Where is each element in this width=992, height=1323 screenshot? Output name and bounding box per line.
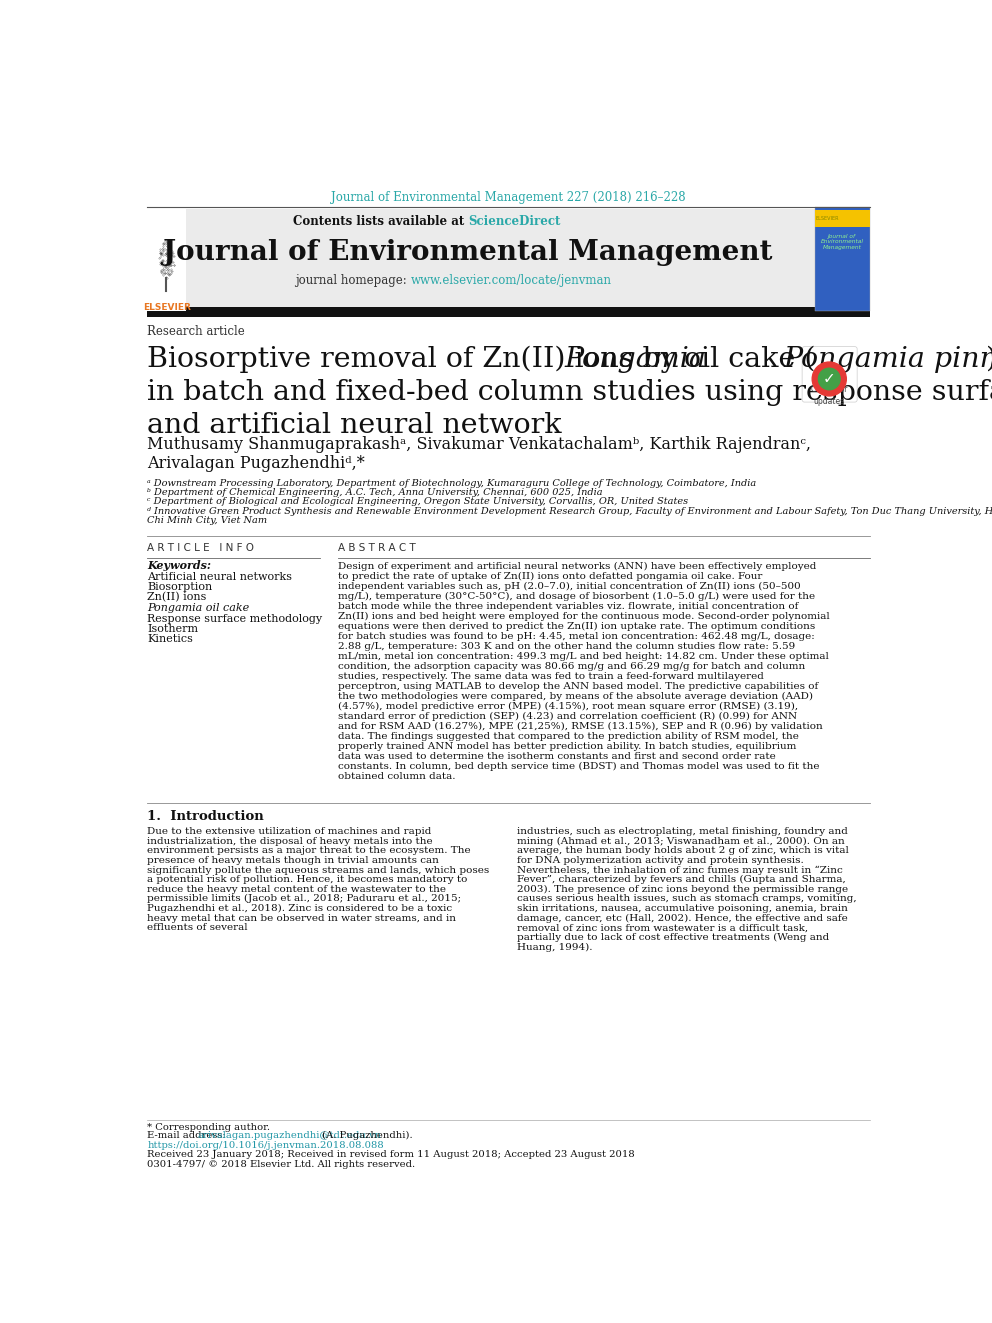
Text: the two methodologies were compared, by means of the absolute average deviation : the two methodologies were compared, by … xyxy=(338,692,812,701)
Text: Due to the extensive utilization of machines and rapid: Due to the extensive utilization of mach… xyxy=(147,827,432,836)
Text: heavy metal that can be observed in water streams, and in: heavy metal that can be observed in wate… xyxy=(147,914,456,922)
Text: ᶜ Department of Biological and Ecological Engineering, Oregon State University, : ᶜ Department of Biological and Ecologica… xyxy=(147,497,688,507)
Text: removal of zinc ions from wastewater is a difficult task,: removal of zinc ions from wastewater is … xyxy=(517,923,808,933)
Text: Huang, 1994).: Huang, 1994). xyxy=(517,942,592,951)
Text: effluents of several: effluents of several xyxy=(147,923,248,933)
Text: damage, cancer, etc (Hall, 2002). Hence, the effective and safe: damage, cancer, etc (Hall, 2002). Hence,… xyxy=(517,914,848,922)
Text: ): ) xyxy=(985,345,992,373)
Text: Received 23 January 2018; Received in revised form 11 August 2018; Accepted 23 A: Received 23 January 2018; Received in re… xyxy=(147,1151,635,1159)
Bar xyxy=(147,307,870,316)
Text: Zn(II) ions: Zn(II) ions xyxy=(147,593,206,603)
Text: 2003). The presence of zinc ions beyond the permissible range: 2003). The presence of zinc ions beyond … xyxy=(517,885,848,894)
Text: to predict the rate of uptake of Zn(II) ions onto defatted pongamia oil cake. Fo: to predict the rate of uptake of Zn(II) … xyxy=(338,572,762,581)
Text: Design of experiment and artificial neural networks (ANN) have been effectively : Design of experiment and artificial neur… xyxy=(338,562,816,572)
Text: environment persists as a major threat to the ecosystem. The: environment persists as a major threat t… xyxy=(147,847,471,855)
Text: average, the human body holds about 2 g of zinc, which is vital: average, the human body holds about 2 g … xyxy=(517,847,849,855)
Text: Artificial neural networks: Artificial neural networks xyxy=(147,572,293,582)
Text: permissible limits (Jacob et al., 2018; Paduraru et al., 2015;: permissible limits (Jacob et al., 2018; … xyxy=(147,894,461,904)
Text: for DNA polymerization activity and protein synthesis.: for DNA polymerization activity and prot… xyxy=(517,856,804,865)
Text: reduce the heavy metal content of the wastewater to the: reduce the heavy metal content of the wa… xyxy=(147,885,446,894)
Text: perceptron, using MATLAB to develop the ANN based model. The predictive capabili: perceptron, using MATLAB to develop the … xyxy=(338,683,818,692)
Text: ELSEVIER: ELSEVIER xyxy=(143,303,190,312)
Text: equations were then derived to predict the Zn(II) ion uptake rate. The optimum c: equations were then derived to predict t… xyxy=(338,622,815,631)
Circle shape xyxy=(812,363,846,396)
Text: Contents lists available at: Contents lists available at xyxy=(293,216,468,229)
Text: mining (Ahmad et al., 2013; Viswanadham et al., 2000). On an: mining (Ahmad et al., 2013; Viswanadham … xyxy=(517,836,844,845)
Text: Response surface methodology: Response surface methodology xyxy=(147,614,322,623)
Text: Pongamia pinnata: Pongamia pinnata xyxy=(784,345,992,373)
Text: (A. Pugazhendhi).: (A. Pugazhendhi). xyxy=(319,1131,413,1140)
Text: industrialization, the disposal of heavy metals into the: industrialization, the disposal of heavy… xyxy=(147,836,433,845)
Bar xyxy=(186,209,815,311)
Text: obtained column data.: obtained column data. xyxy=(338,773,455,782)
Text: Pugazhendhi et al., 2018). Zinc is considered to be a toxic: Pugazhendhi et al., 2018). Zinc is consi… xyxy=(147,904,452,913)
Text: properly trained ANN model has better prediction ability. In batch studies, equi: properly trained ANN model has better pr… xyxy=(338,742,797,751)
Text: a potential risk of pollution. Hence, it becomes mandatory to: a potential risk of pollution. Hence, it… xyxy=(147,876,467,884)
Text: Pongamia oil cake: Pongamia oil cake xyxy=(147,603,250,613)
Text: industries, such as electroplating, metal finishing, foundry and: industries, such as electroplating, meta… xyxy=(517,827,848,836)
Text: Fever”, characterized by fevers and chills (Gupta and Sharma,: Fever”, characterized by fevers and chil… xyxy=(517,875,845,884)
Text: Research article: Research article xyxy=(147,324,245,337)
Circle shape xyxy=(818,368,840,390)
Text: partially due to lack of cost effective treatments (Weng and: partially due to lack of cost effective … xyxy=(517,933,829,942)
Text: A R T I C L E   I N F O: A R T I C L E I N F O xyxy=(147,544,254,553)
Text: https://doi.org/10.1016/j.jenvman.2018.08.088: https://doi.org/10.1016/j.jenvman.2018.0… xyxy=(147,1142,384,1150)
Text: significantly pollute the aqueous streams and lands, which poses: significantly pollute the aqueous stream… xyxy=(147,865,489,875)
Text: * Corresponding author.: * Corresponding author. xyxy=(147,1123,270,1131)
Text: E-mail address:: E-mail address: xyxy=(147,1131,229,1140)
Text: 0301-4797/ © 2018 Elsevier Ltd. All rights reserved.: 0301-4797/ © 2018 Elsevier Ltd. All righ… xyxy=(147,1160,416,1168)
Text: Kinetics: Kinetics xyxy=(147,634,193,644)
Text: batch mode while the three independent variables viz. flowrate, initial concentr: batch mode while the three independent v… xyxy=(338,602,799,611)
Text: Muthusamy Shanmugaprakashᵃ, Sivakumar Venkatachalamᵇ, Karthik Rajendranᶜ,: Muthusamy Shanmugaprakashᵃ, Sivakumar Ve… xyxy=(147,437,811,452)
Text: Arivalagan Pugazhendhiᵈ,*: Arivalagan Pugazhendhiᵈ,* xyxy=(147,455,365,471)
Bar xyxy=(815,206,870,311)
Text: oil cake (: oil cake ( xyxy=(675,345,815,373)
Text: Biosorptive removal of Zn(II) ions by: Biosorptive removal of Zn(II) ions by xyxy=(147,345,686,373)
Text: data. The findings suggested that compared to the prediction ability of RSM mode: data. The findings suggested that compar… xyxy=(338,733,799,741)
Text: independent variables such as, pH (2.0–7.0), initial concentration of Zn(II) ion: independent variables such as, pH (2.0–7… xyxy=(338,582,801,591)
Text: Check for
updates: Check for updates xyxy=(811,385,847,406)
Bar xyxy=(815,209,870,226)
Text: ✓: ✓ xyxy=(823,372,835,386)
Text: Journal of Environmental Management 227 (2018) 216–228: Journal of Environmental Management 227 … xyxy=(331,191,685,204)
Text: Zn(II) ions and bed height were employed for the continuous mode. Second-order p: Zn(II) ions and bed height were employed… xyxy=(338,613,829,622)
Text: Journal of
Environmental
Management: Journal of Environmental Management xyxy=(821,234,864,250)
Text: data was used to determine the isotherm constants and first and second order rat: data was used to determine the isotherm … xyxy=(338,753,776,761)
Text: ᵈ Innovative Green Product Synthesis and Renewable Environment Development Resea: ᵈ Innovative Green Product Synthesis and… xyxy=(147,507,992,516)
Text: Nevertheless, the inhalation of zinc fumes may result in “Zinc: Nevertheless, the inhalation of zinc fum… xyxy=(517,865,842,875)
Text: mg/L), temperature (30°C-50°C), and dosage of biosorbent (1.0–5.0 g/L) were used: mg/L), temperature (30°C-50°C), and dosa… xyxy=(338,593,815,601)
Text: A B S T R A C T: A B S T R A C T xyxy=(338,544,416,553)
Text: 2.88 g/L, temperature: 303 K and on the other hand the column studies flow rate:: 2.88 g/L, temperature: 303 K and on the … xyxy=(338,642,796,651)
Text: ᵇ Department of Chemical Engineering, A.C. Tech, Anna University, Chennai, 600 0: ᵇ Department of Chemical Engineering, A.… xyxy=(147,488,603,497)
Text: (4.57%), model predictive error (MPE) (4.15%), root mean square error (RMSE) (3.: (4.57%), model predictive error (MPE) (4… xyxy=(338,703,798,712)
Text: arivalagan.pugazhendhi@tdt.edu.vn: arivalagan.pugazhendhi@tdt.edu.vn xyxy=(197,1131,382,1140)
Text: ScienceDirect: ScienceDirect xyxy=(468,216,560,229)
Text: and for RSM AAD (16.27%), MPE (21,25%), RMSE (13.15%), SEP and R (0.96) by valid: and for RSM AAD (16.27%), MPE (21,25%), … xyxy=(338,722,822,732)
Text: presence of heavy metals though in trivial amounts can: presence of heavy metals though in trivi… xyxy=(147,856,439,865)
Text: studies, respectively. The same data was fed to train a feed-forward multilayere: studies, respectively. The same data was… xyxy=(338,672,764,681)
Text: journal homepage:: journal homepage: xyxy=(296,274,411,287)
Text: Biosorption: Biosorption xyxy=(147,582,212,593)
Text: Isotherm: Isotherm xyxy=(147,624,198,634)
Text: Keywords:: Keywords: xyxy=(147,560,211,572)
Text: Journal of Environmental Management: Journal of Environmental Management xyxy=(164,239,773,266)
Text: www.elsevier.com/locate/jenvman: www.elsevier.com/locate/jenvman xyxy=(411,274,612,287)
Text: causes serious health issues, such as stomach cramps, vomiting,: causes serious health issues, such as st… xyxy=(517,894,856,904)
FancyBboxPatch shape xyxy=(803,347,857,402)
Text: Chi Minh City, Viet Nam: Chi Minh City, Viet Nam xyxy=(147,516,268,525)
Text: ELSEVIER: ELSEVIER xyxy=(815,216,838,221)
Text: constants. In column, bed depth service time (BDST) and Thomas model was used to: constants. In column, bed depth service … xyxy=(338,762,819,771)
Text: 1.  Introduction: 1. Introduction xyxy=(147,810,264,823)
Text: ᵃ Downstream Processing Laboratory, Department of Biotechnology, Kumaraguru Coll: ᵃ Downstream Processing Laboratory, Depa… xyxy=(147,479,757,488)
Text: and artificial neural network: and artificial neural network xyxy=(147,411,561,439)
Text: condition, the adsorption capacity was 80.66 mg/g and 66.29 mg/g for batch and c: condition, the adsorption capacity was 8… xyxy=(338,663,806,671)
Text: skin irritations, nausea, accumulative poisoning, anemia, brain: skin irritations, nausea, accumulative p… xyxy=(517,904,848,913)
Text: in batch and fixed-bed column studies using response surface methodology: in batch and fixed-bed column studies us… xyxy=(147,378,992,406)
Text: Pongamia: Pongamia xyxy=(564,345,706,373)
Text: for batch studies was found to be pH: 4.45, metal ion concentration: 462.48 mg/L: for batch studies was found to be pH: 4.… xyxy=(338,632,814,642)
Text: standard error of prediction (SEP) (4.23) and correlation coefficient (R) (0.99): standard error of prediction (SEP) (4.23… xyxy=(338,712,797,721)
Bar xyxy=(147,206,186,311)
Text: mL/min, metal ion concentration: 499.3 mg/L and bed height: 14.82 cm. Under thes: mL/min, metal ion concentration: 499.3 m… xyxy=(338,652,828,662)
